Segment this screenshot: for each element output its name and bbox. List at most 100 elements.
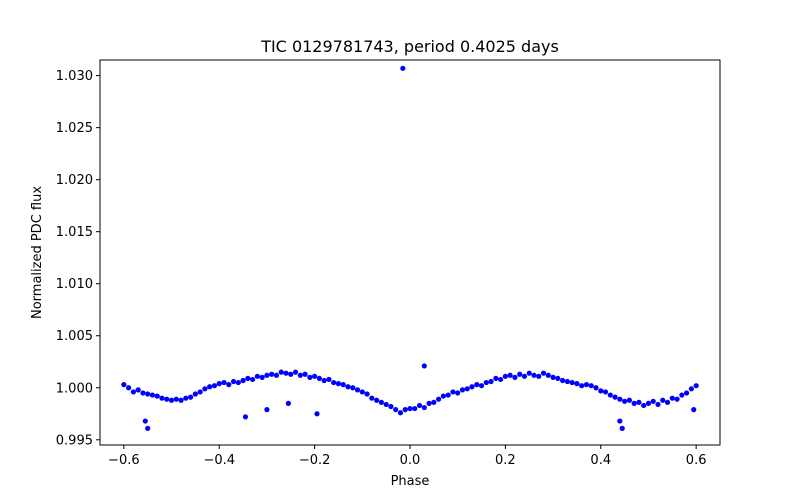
data-point [145,391,151,397]
data-point [364,391,370,397]
data-point [154,393,160,399]
data-point [617,396,623,402]
data-point [517,371,523,377]
data-point [278,369,284,375]
data-point [316,375,322,382]
data-point [314,411,320,417]
data-point [602,389,609,395]
x-tick-label: −0.6 [108,453,140,468]
x-tick-label: 0.2 [495,453,516,468]
data-point [407,405,413,412]
data-point [264,372,270,378]
data-point [188,394,194,400]
data-point [307,374,313,380]
y-tick-label: 1.000 [56,381,93,396]
data-point [402,407,408,413]
x-tick-label: 0.4 [590,453,611,468]
data-point [483,379,489,386]
data-point [469,384,475,390]
data-point [531,372,537,378]
data-point [626,397,632,403]
data-point [142,418,148,424]
data-point [655,401,661,408]
data-point [540,370,547,376]
data-point [622,398,628,404]
data-point [335,381,342,387]
data-point [512,374,518,380]
data-point [478,383,485,389]
data-point [235,379,241,386]
data-point [450,389,456,395]
data-point [526,370,532,376]
data-point [312,373,318,379]
data-point [619,425,625,431]
data-point [688,386,694,392]
data-point [326,376,332,383]
chart-title: TIC 0129781743, period 0.4025 days [260,37,559,56]
data-point [536,373,542,379]
data-point [445,392,451,398]
data-point [455,390,461,396]
data-point [674,396,680,402]
data-point [302,371,308,377]
data-point [488,378,494,385]
data-point [226,382,232,388]
data-point [564,378,570,385]
data-point [631,400,637,406]
data-point [574,381,580,387]
data-point [645,400,652,406]
plot-frame [99,59,721,446]
data-point [178,397,184,403]
data-point [374,397,380,403]
data-point [650,398,656,404]
data-point [135,387,141,393]
data-point [164,396,170,402]
data-point [684,390,690,396]
data-point [545,372,551,378]
y-tick-label: 0.995 [56,433,93,448]
data-point [612,394,618,400]
data-point [168,397,175,403]
data-point [569,379,575,386]
data-point [383,401,389,408]
data-point [221,379,227,386]
data-point [145,425,151,431]
data-point [660,397,666,403]
data-point [297,372,303,378]
data-point [273,372,280,378]
data-point [140,390,146,396]
data-point [230,378,237,385]
data-point [436,396,442,402]
data-point [350,385,356,391]
data-point [211,383,218,389]
data-point [555,375,561,382]
data-point [149,392,156,398]
data-point [354,387,361,393]
y-tick-label: 1.025 [56,121,93,136]
data-point [292,369,299,375]
data-point [400,65,406,71]
data-point [242,414,249,420]
data-point [464,386,470,392]
data-point [183,395,189,401]
data-point [359,389,365,395]
data-point [207,384,213,390]
data-point [288,371,294,377]
data-point [259,374,265,380]
data-point [121,382,127,388]
data-point [579,383,585,389]
scatter-points [121,65,699,431]
data-point [641,402,647,409]
data-point [431,399,437,405]
x-axis-label: Phase [391,474,430,489]
data-point [216,381,222,387]
data-point [502,373,508,379]
data-point [507,372,513,378]
data-point [598,388,604,394]
x-tick-label: 0.0 [400,453,421,468]
data-point [583,382,590,388]
x-tick-label: −0.2 [299,453,331,468]
data-point [197,389,203,395]
data-point [679,392,685,398]
